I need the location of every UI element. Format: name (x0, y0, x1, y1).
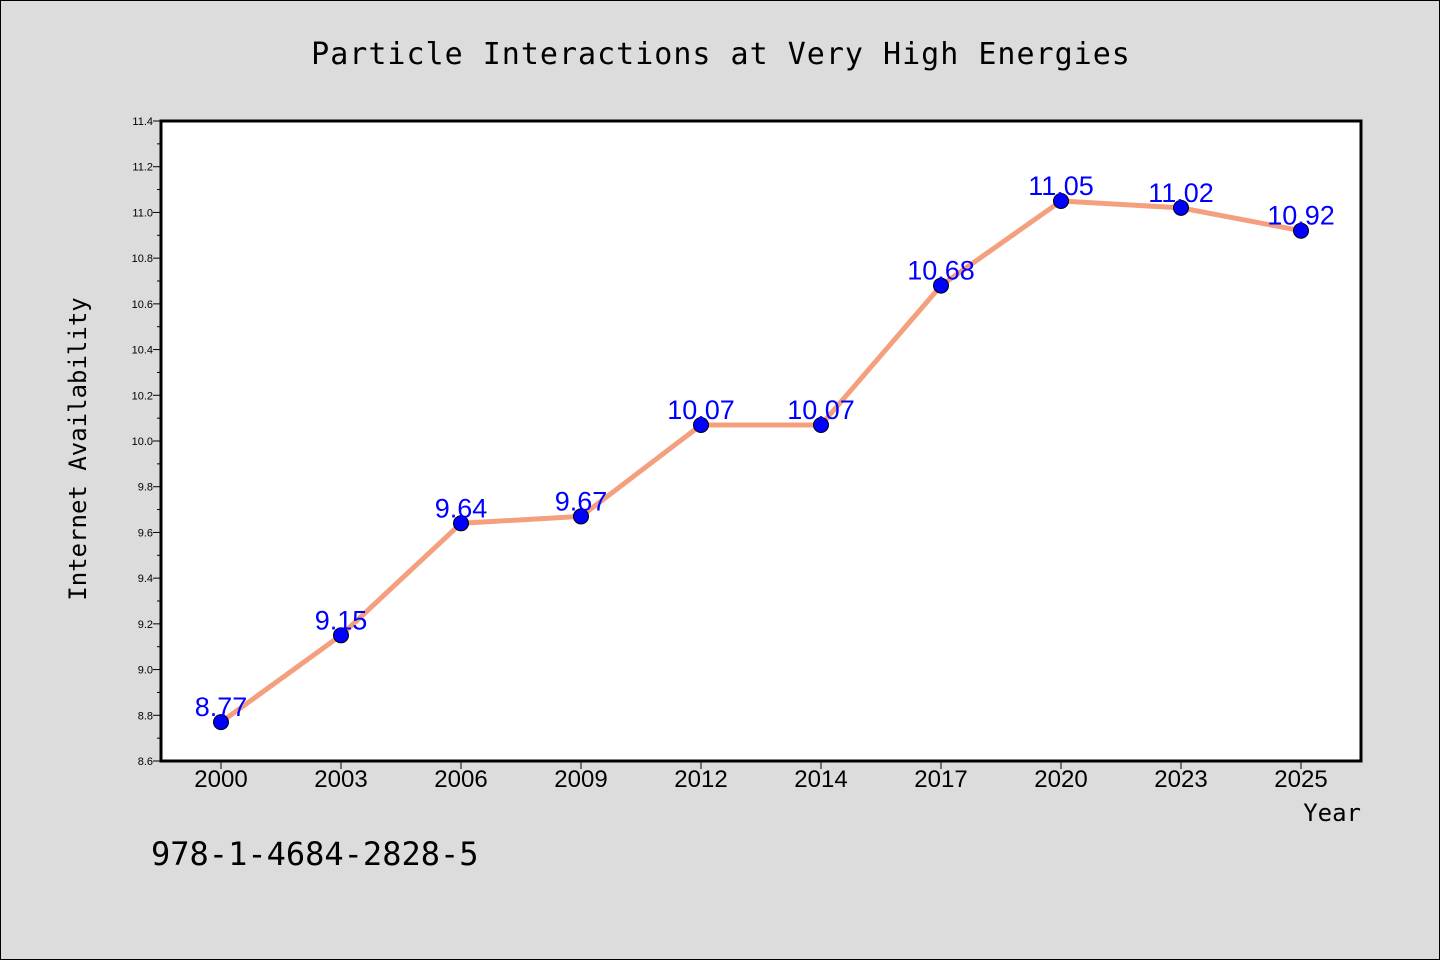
data-point-label: 11.02 (1148, 178, 1214, 208)
y-tick-label: 10.6 (132, 299, 153, 311)
y-tick-label: 10.8 (132, 253, 153, 265)
x-tick-label: 2020 (1034, 766, 1087, 793)
isbn-annotation: 978-1-4684-2828-5 (151, 835, 479, 873)
data-point-label: 11.05 (1028, 171, 1094, 201)
y-tick-label: 10.2 (132, 390, 153, 402)
data-point-label: 10.92 (1267, 201, 1335, 231)
x-tick-label: 2025 (1274, 766, 1327, 793)
plot-frame (159, 119, 1363, 763)
y-tick-label: 9.0 (138, 665, 153, 677)
y-tick-label: 11.0 (132, 207, 153, 219)
data-point-marker (693, 417, 709, 433)
y-tick-label: 10.4 (132, 345, 153, 357)
y-tick-label: 9.2 (138, 619, 153, 631)
x-tick-label: 2000 (194, 766, 247, 793)
y-tick-label: 9.6 (138, 527, 153, 539)
data-point-marker (1173, 199, 1189, 216)
y-tick-label: 10.0 (132, 436, 153, 448)
data-markers (213, 193, 1309, 731)
data-point-label: 9.67 (555, 486, 608, 516)
data-point-label: 9.64 (435, 493, 488, 523)
y-tick-label: 8.6 (138, 756, 153, 768)
data-labels: 8.77 9.15 9.64 9.67 10.07 10.07 10.68 11.05 11.0… (195, 171, 1335, 722)
plot-area (161, 121, 1361, 761)
data-point-marker (933, 277, 949, 294)
y-tick-label: 11.2 (132, 162, 153, 174)
x-axis-label: Year (1303, 799, 1361, 827)
x-tick-label: 2009 (554, 766, 607, 793)
y-tick-label: 11.4 (132, 116, 153, 128)
y-tick-label: 9.4 (138, 573, 153, 585)
x-tick-label: 2023 (1154, 766, 1207, 793)
x-tick-label: 2003 (314, 766, 367, 793)
x-tick-label: 2006 (434, 766, 487, 793)
data-point-marker (213, 714, 229, 731)
data-point-marker (1293, 222, 1309, 239)
data-point-marker (453, 515, 469, 532)
data-point-label: 10.68 (907, 256, 975, 286)
data-point-marker (333, 627, 349, 644)
data-point-label: 10.07 (667, 395, 735, 425)
y-axis-label: Internet Availability (64, 297, 92, 600)
y-axis-ticks: 8.6 8.8 9.0 9.2 9.4 9.6 9.8 10.0 10.2 10.4 10.6 10.… (132, 116, 161, 768)
data-point-marker (813, 417, 829, 433)
x-axis-ticks: 2000 2003 2006 2009 2012 2014 2017 2020 2023 2025 (194, 761, 1328, 793)
x-tick-label: 2017 (914, 766, 967, 793)
series-line (218, 198, 1304, 725)
y-tick-label: 9.8 (138, 482, 153, 494)
chart-title: Particle Interactions at Very High Energ… (311, 37, 1131, 72)
data-point-marker (1053, 193, 1069, 209)
x-tick-label: 2014 (794, 766, 847, 793)
data-point-label: 9.15 (315, 605, 368, 635)
x-tick-label: 2012 (674, 766, 727, 793)
y-tick-label: 8.8 (138, 710, 153, 722)
data-point-label: 8.77 (195, 692, 248, 722)
data-point-label: 10.07 (787, 395, 855, 425)
data-point-marker (573, 508, 589, 525)
